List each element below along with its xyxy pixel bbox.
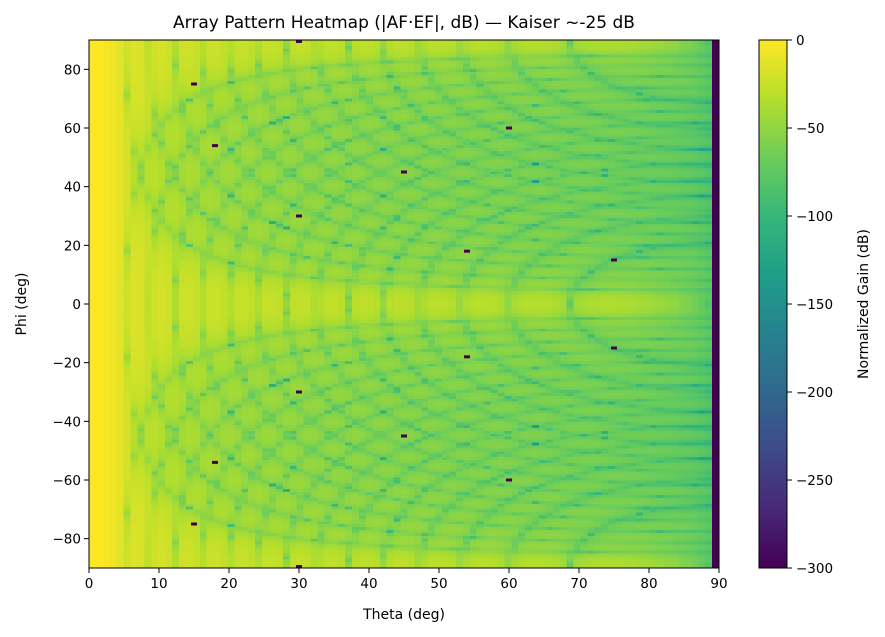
- x-axis-label: Theta (deg): [362, 607, 445, 623]
- colorbar-tick-label: −100: [796, 209, 833, 225]
- chart-title: Array Pattern Heatmap (|AF·EF|, dB) — Ka…: [173, 13, 635, 33]
- y-tick-label: −40: [53, 414, 82, 430]
- null-point: [401, 434, 407, 438]
- null-point: [296, 214, 302, 218]
- x-tick-label: 50: [430, 576, 447, 592]
- x-tick-label: 0: [85, 576, 94, 592]
- x-axis: 0 10 20 30 40 50 60 70 80 90: [85, 568, 728, 592]
- y-axis: 80 60 40 20 0 −20 −40 −60 −80: [53, 62, 89, 548]
- null-point: [296, 390, 302, 394]
- null-point: [296, 565, 302, 568]
- null-point: [506, 478, 512, 482]
- null-point: [212, 460, 218, 464]
- null-point: [464, 355, 470, 359]
- colorbar-tick-label: −50: [796, 121, 825, 137]
- null-point: [611, 258, 617, 262]
- deep-nulls: [191, 40, 617, 568]
- colorbar-tick-label: −200: [796, 385, 833, 401]
- x-tick-label: 40: [360, 576, 377, 592]
- y-tick-label: −20: [53, 356, 82, 372]
- x-tick-label: 60: [500, 576, 517, 592]
- colorbar-tick-label: −250: [796, 473, 833, 489]
- x-tick-label: 80: [640, 576, 657, 592]
- colorbar-axis: 0 −50 −100 −150 −200 −250 −300: [787, 33, 833, 577]
- colorbar-tick-label: −300: [796, 561, 833, 577]
- y-axis-label: Phi (deg): [14, 273, 30, 336]
- x-tick-label: 70: [570, 576, 587, 592]
- x-tick-label: 30: [290, 576, 307, 592]
- y-tick-label: −60: [53, 473, 82, 489]
- colorbar: [758, 39, 788, 569]
- null-point: [191, 82, 197, 86]
- null-point: [611, 346, 617, 350]
- null-point: [506, 126, 512, 130]
- y-tick-label: −80: [53, 532, 82, 548]
- plot-frame: [88, 39, 720, 569]
- y-tick-label: 80: [64, 62, 81, 78]
- y-tick-label: 0: [72, 297, 81, 313]
- y-tick-label: 40: [64, 180, 81, 196]
- x-tick-label: 20: [220, 576, 237, 592]
- heatmap-cells: [89, 40, 719, 568]
- null-point: [296, 40, 302, 43]
- colorbar-tick-label: −150: [796, 297, 833, 313]
- x-tick-label: 90: [710, 576, 727, 592]
- null-point: [401, 170, 407, 174]
- null-point: [191, 522, 197, 526]
- y-tick-label: 60: [64, 121, 81, 137]
- colorbar-label: Normalized Gain (dB): [856, 229, 872, 379]
- y-tick-label: 20: [64, 238, 81, 254]
- x-tick-label: 10: [150, 576, 167, 592]
- null-point: [464, 249, 470, 253]
- colorbar-tick-label: 0: [796, 33, 805, 49]
- null-point: [212, 144, 218, 148]
